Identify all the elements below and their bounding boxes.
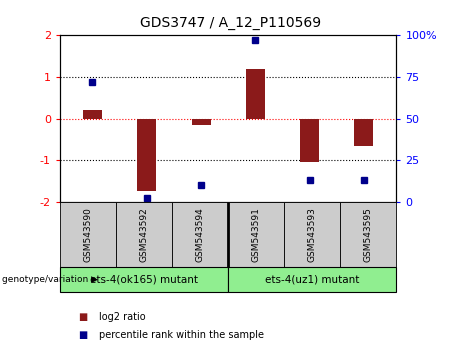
- Text: percentile rank within the sample: percentile rank within the sample: [99, 330, 264, 339]
- Text: ■: ■: [78, 330, 88, 339]
- Text: ets-4(uz1) mutant: ets-4(uz1) mutant: [265, 275, 360, 285]
- Bar: [355, 119, 373, 145]
- Text: genotype/variation ▶: genotype/variation ▶: [2, 275, 98, 284]
- Bar: [300, 119, 319, 162]
- Bar: [83, 110, 102, 119]
- Text: log2 ratio: log2 ratio: [99, 312, 146, 322]
- Text: ■: ■: [78, 312, 88, 322]
- Bar: [137, 119, 156, 192]
- Text: GDS3747 / A_12_P110569: GDS3747 / A_12_P110569: [140, 16, 321, 30]
- Text: GSM543591: GSM543591: [252, 207, 261, 262]
- Text: GSM543593: GSM543593: [308, 207, 317, 262]
- Text: GSM543594: GSM543594: [195, 207, 205, 262]
- Text: GSM543592: GSM543592: [140, 207, 148, 262]
- Bar: [192, 119, 211, 125]
- Text: ets-4(ok165) mutant: ets-4(ok165) mutant: [90, 275, 198, 285]
- Text: GSM543595: GSM543595: [364, 207, 373, 262]
- Text: GSM543590: GSM543590: [83, 207, 93, 262]
- Bar: [246, 69, 265, 119]
